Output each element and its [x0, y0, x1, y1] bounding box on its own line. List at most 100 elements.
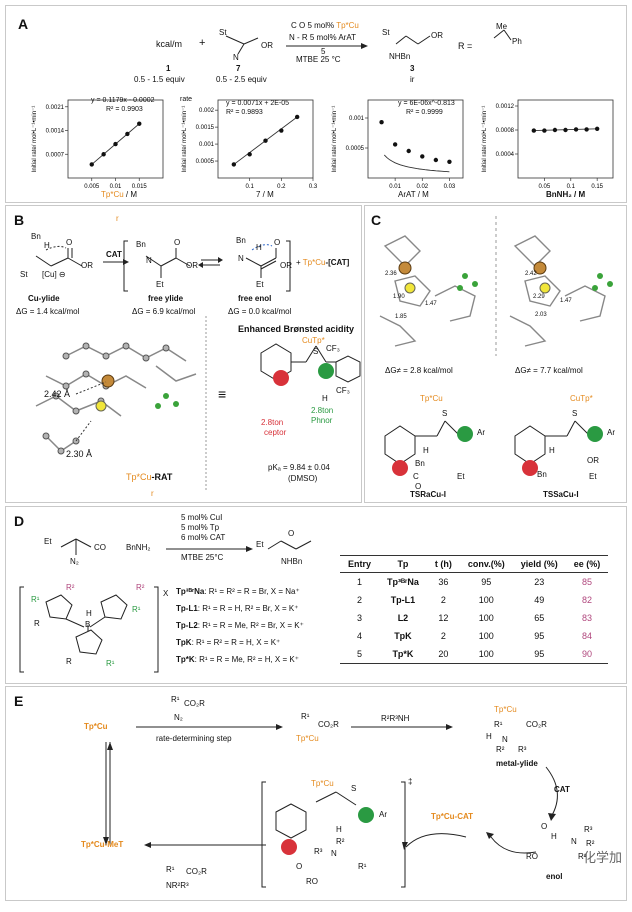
y-tick-label: 0.0005 [346, 146, 365, 152]
e-enol-r2: R² [586, 839, 595, 848]
data-point [584, 127, 589, 132]
equiv-1: 0.5 - 1.5 equiv [134, 75, 185, 84]
table-row: 5 Tp*K 20 100 95 90 [340, 645, 609, 664]
e-ylide-h: H [486, 732, 492, 741]
data-point [563, 127, 568, 133]
e-ylide-r2: R² [496, 745, 505, 754]
b-or-2: OR [186, 261, 198, 270]
acidity-cf3b: CF₃ [336, 386, 350, 395]
e-diazo-co: CO₂R [184, 699, 205, 708]
acidity-h: H [322, 394, 328, 403]
b-cat-1: CAT [106, 250, 122, 259]
y-tick-label: 0.001 [349, 116, 365, 122]
d-prod-o: O [288, 529, 295, 538]
cell: 20 [426, 645, 460, 664]
x-tick-label: 0.01 [110, 184, 122, 190]
th-ee: ee (%) [565, 555, 609, 573]
e-enol-label: enol [546, 872, 563, 881]
c-ts2: TSSaCu-I [543, 490, 579, 499]
data-point [294, 114, 300, 120]
c-ar1: Ar [477, 428, 485, 437]
e-ts-r1: R¹ [358, 862, 367, 871]
e-carb-cu: Tp*Cu [296, 734, 319, 743]
e-enol-n: N [571, 837, 577, 846]
e-amine: R²R³NH [381, 714, 410, 723]
e-cat: CAT [554, 785, 570, 794]
c-dist1-b: 1.90 [393, 294, 405, 300]
data-point [263, 138, 268, 143]
d-r1-a: R¹ [31, 595, 40, 604]
x-tick-label: 0.03 [444, 184, 456, 190]
plot-3-r2: R² = 0.9999 [406, 109, 443, 116]
panel-e: E Tp*Cu rate-determining step R¹ CO₂R N₂… [5, 686, 627, 901]
cell: 2 [440, 631, 446, 641]
e-ts-ro: RO [306, 877, 318, 886]
fit-curve [383, 154, 450, 173]
r-ph: Ph [512, 37, 522, 46]
y-tick-label: 0.002 [199, 108, 215, 114]
plot-4: 0.0012 0.0008 0.0004 0.05 0.1 0.15 Initial rat… [476, 92, 621, 200]
y-tick-label: 0.0005 [196, 159, 215, 165]
x-tick-label: 0.15 [591, 184, 603, 190]
cell: 2 [440, 595, 446, 605]
b-h-1: H [44, 241, 50, 250]
data-point [279, 128, 284, 133]
c-ts1: TSRaCu-I [410, 490, 446, 499]
e-diazo-n2: N₂ [174, 713, 183, 722]
equiv-2: 0.5 - 2.5 equiv [216, 75, 267, 84]
e-enol-r3: R³ [584, 825, 593, 834]
x-tick-label: 0.2 [277, 184, 286, 190]
e-cat-complex: Tp*Cu-CAT [431, 812, 474, 821]
cell: 23 [534, 577, 545, 587]
e-ts-n: N [331, 849, 337, 858]
e-ts-r2: R² [336, 837, 345, 846]
x-tick-label: 0.1 [567, 184, 576, 190]
e-ts-cu: Tp*Cu [311, 779, 334, 788]
e-prod-co: CO₂R [186, 867, 207, 876]
b-et-3: Et [256, 280, 264, 289]
y-tick-label: 0.0012 [496, 104, 515, 110]
e-rds: rate-determining step [156, 734, 232, 743]
x-tick-label: 0.01 [389, 184, 401, 190]
data-point [125, 131, 130, 137]
cell: 5 [340, 645, 380, 664]
c-3d-structures [379, 216, 613, 476]
acidity-cutp: CuTp* [302, 336, 325, 345]
c-dist2-a: 2.42 [525, 271, 537, 277]
e-ylide-cu: Tp*Cu [494, 705, 517, 714]
product-st: St [382, 28, 390, 37]
c-o1: O [415, 482, 422, 491]
b-h-3: H [256, 243, 262, 252]
d-cond-4: MTBE 25°C [181, 553, 224, 562]
y-tick-label: 0.0021 [46, 105, 65, 111]
plot-3: 0.001 0.0005 0.01 0.02 0.03 Initial rate/ mol… [326, 92, 471, 200]
b-st-1: St [20, 270, 28, 279]
d-left-r: Et [44, 537, 52, 546]
x-tick-label: 0.02 [416, 184, 428, 190]
table-row: 4 TpK 2 100 95 84 [340, 627, 608, 645]
d-r1-c: R¹ [106, 659, 115, 668]
data-point [573, 127, 579, 132]
e-ylide-n: N [502, 735, 508, 744]
reaction-a-lines [225, 29, 512, 55]
c-dist2-b: 2.29 [533, 294, 545, 300]
e-enol-o: O [541, 822, 548, 831]
c-dist1-a: 2.36 [385, 271, 397, 277]
panel-d-label: D [14, 513, 25, 529]
data-point [433, 157, 439, 163]
data-point [379, 120, 384, 125]
cell: 2 [357, 595, 363, 605]
cell: 100 [478, 631, 494, 641]
watermark: 化学加 [582, 850, 622, 865]
ligand-3: Tp-L2: R¹ = R = Me, R² = Br, X = K⁺ [176, 621, 304, 630]
d-cond-3: 6 mol% CAT [181, 533, 226, 542]
product-nhbn: NHBn [389, 52, 411, 61]
product-note: ir [410, 75, 415, 84]
data-point [113, 141, 118, 147]
data-point [247, 152, 252, 157]
cell: TpK [394, 631, 412, 641]
c-et1: Et [457, 472, 465, 481]
plot-2-svg: 0.002 0.0015 0.001 0.0005 0.1 0.2 0.3 Initial r… [182, 99, 318, 190]
d-h: H [86, 609, 92, 618]
ligand-2: Tp-L1: R¹ = R = H, R² = Br, X = K⁺ [176, 604, 299, 613]
